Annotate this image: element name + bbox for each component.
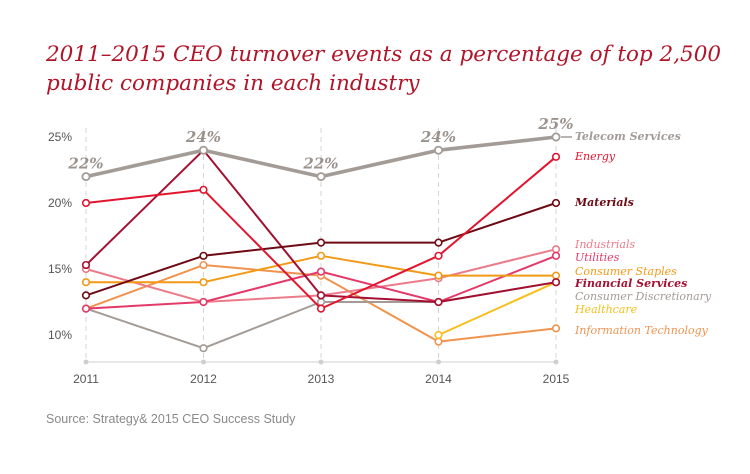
data-point-materials-2012 [199, 251, 208, 260]
data-point-consumer-staples-2015 [551, 271, 561, 280]
series-label-healthcare: Healthcare [574, 303, 638, 316]
data-point-utilities-2015 [551, 251, 561, 260]
series-materials [81, 198, 561, 300]
series-energy [81, 152, 561, 313]
data-point-information-technology-2014 [434, 337, 443, 346]
y-tick-label: 25% [48, 130, 72, 144]
data-point-telecom-services-2012 [198, 145, 208, 155]
y-tick-label: 20% [48, 196, 72, 210]
x-tick-label: 2013 [308, 372, 335, 386]
y-tick-label: 10% [48, 328, 72, 342]
data-point-financial-services-2013 [316, 291, 326, 300]
x-axis-dot-2011 [83, 359, 89, 365]
data-label-telecom-2013: 22% [302, 155, 338, 173]
series-consumer-discretionary [81, 278, 561, 353]
data-point-financial-services-2011 [81, 260, 91, 270]
data-point-utilities-2012 [199, 297, 208, 307]
chart-title-line-1: 2011–2015 CEO turnover events as a perce… [46, 42, 722, 67]
x-axis-dot-2015 [553, 359, 559, 365]
chart-title: 2011–2015 CEO turnover events as a perce… [46, 40, 726, 98]
data-point-telecom-services-2015 [551, 132, 561, 142]
data-point-industrials-2015 [551, 245, 561, 254]
series-group [81, 132, 561, 353]
data-point-financial-services-2014 [434, 297, 443, 307]
data-point-healthcare-2014 [434, 330, 443, 340]
data-point-energy-2015 [551, 152, 561, 161]
data-point-materials-2015 [551, 198, 561, 208]
x-axis-dot-2013 [318, 359, 324, 365]
data-label-telecom-2011: 22% [67, 155, 103, 173]
data-point-telecom-services-2011 [81, 172, 91, 182]
series-label-information-technology: Information Technology [574, 324, 709, 337]
data-label-telecom-2015: 25% [537, 115, 573, 133]
data-point-materials-2014 [434, 238, 443, 247]
x-tick-label: 2014 [425, 372, 452, 386]
data-label-telecom-2012: 24% [185, 128, 221, 146]
series-label-industrials: Industrials [574, 238, 635, 251]
data-point-consumer-discretionary-2013 [316, 297, 326, 307]
data-label-telecom-2014: 24% [420, 128, 456, 146]
x-tick-label: 2011 [73, 372, 99, 386]
series-label-financial-services: Financial Services [574, 277, 687, 290]
data-point-consumer-discretionary-2012 [199, 344, 208, 353]
chart-title-line-2: public companies in each industry [46, 71, 420, 96]
series-label-telecom-services: Telecom Services [575, 130, 681, 143]
data-point-consumer-staples-2013 [316, 251, 326, 260]
data-point-energy-2012 [199, 185, 208, 194]
data-point-energy-2011 [81, 198, 91, 208]
data-point-information-technology-2012 [199, 260, 208, 270]
series-label-utilities: Utilities [575, 251, 620, 264]
x-axis-dot-2014 [436, 359, 441, 365]
series-line-healthcare [437, 281, 557, 336]
series-label-energy: Energy [574, 150, 616, 163]
data-point-consumer-staples-2012 [199, 278, 208, 287]
source-note: Source: Strategy& 2015 CEO Success Study [46, 412, 296, 426]
series-label-consumer-staples: Consumer Staples [575, 265, 677, 278]
x-tick-label: 2012 [190, 372, 217, 386]
y-tick-label: 15% [48, 262, 72, 276]
x-tick-label: 2015 [543, 372, 570, 386]
data-point-telecom-services-2013 [316, 172, 326, 182]
series-telecom-services [81, 132, 561, 182]
data-point-utilities-2011 [81, 304, 91, 313]
data-point-information-technology-2015 [551, 324, 561, 333]
x-axis-dot-2012 [201, 359, 206, 365]
data-point-telecom-services-2014 [433, 145, 443, 155]
data-point-energy-2013 [316, 304, 326, 313]
data-point-materials-2013 [316, 238, 326, 247]
data-point-utilities-2013 [316, 267, 326, 276]
data-point-materials-2011 [81, 291, 91, 300]
series-label-consumer-discretionary: Consumer Discretionary [575, 290, 712, 303]
data-point-financial-services-2015 [551, 278, 561, 287]
series-label-materials: Materials [574, 196, 634, 209]
series-consumer-staples [81, 251, 561, 287]
data-point-consumer-staples-2014 [434, 271, 443, 280]
data-point-energy-2014 [434, 251, 443, 260]
data-point-consumer-staples-2011 [81, 278, 91, 287]
